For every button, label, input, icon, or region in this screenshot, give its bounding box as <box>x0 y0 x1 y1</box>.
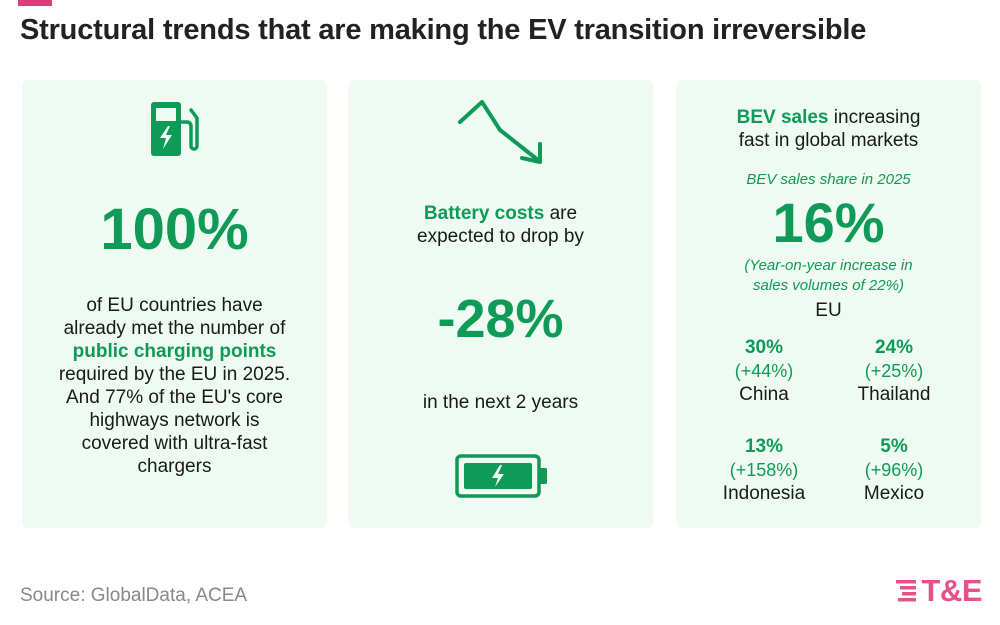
bev-sales-card: BEV sales increasing fast in global mark… <box>676 80 981 528</box>
country-china: 30% (+44%) China <box>689 336 839 407</box>
te-logo: T&E <box>895 573 983 609</box>
text-line: covered with ultra-fast <box>81 433 268 454</box>
battery-timeframe: in the next 2 years <box>422 392 579 413</box>
country-indonesia: 13% (+158%) Indonesia <box>689 435 839 506</box>
text-line: And 77% of the EU's core <box>66 387 283 408</box>
country-growth: (+25%) <box>864 361 924 381</box>
region-label: EU <box>815 300 842 321</box>
text-line: (Year-on-year increase in <box>744 257 913 274</box>
downtrend-arrow-icon <box>458 100 542 164</box>
country-share: 30% <box>744 337 784 358</box>
text-line: of EU countries have <box>86 295 263 316</box>
bev-share-label: BEV sales share in 2025 <box>746 171 911 188</box>
battery-costs-card: Battery costs are expected to drop by -2… <box>348 80 653 528</box>
bev-heading: BEV sales increasing fast in global mark… <box>676 106 981 152</box>
charging-description: of EU countries have already met the num… <box>22 294 327 478</box>
charging-points-card: 100% of EU countries have already met th… <box>22 80 327 528</box>
text-line: chargers <box>137 456 212 477</box>
ev-charger-icon <box>151 102 199 156</box>
battery-heading-line1: Battery costs are <box>348 202 653 225</box>
text-fragment: increasing <box>828 107 921 128</box>
source-note: Source: GlobalData, ACEA <box>20 585 248 606</box>
country-name: Indonesia <box>722 483 806 504</box>
eu-bev-share: 16% <box>772 191 885 254</box>
text-fragment: are <box>544 203 578 224</box>
highlight-text: Battery costs <box>423 203 545 224</box>
country-name: China <box>739 384 789 405</box>
country-name: Thailand <box>857 384 931 405</box>
text-line: expected to drop by <box>417 226 584 247</box>
top-accent-bar <box>18 0 52 6</box>
country-share: 24% <box>874 337 914 358</box>
text-line: highways network is <box>89 410 260 431</box>
te-logo-stripes-icon <box>895 580 916 602</box>
country-share: 5% <box>880 436 908 457</box>
country-growth: (+158%) <box>729 460 799 480</box>
text-line: sales volumes of 22%) <box>753 277 904 294</box>
te-logo-text: T&E <box>921 573 983 608</box>
highlight-text: BEV sales <box>736 107 829 128</box>
text-line: fast in global markets <box>738 130 919 151</box>
country-growth: (+44%) <box>734 361 794 381</box>
country-name: Mexico <box>863 483 925 504</box>
battery-charging-icon <box>455 454 547 498</box>
country-growth: (+96%) <box>864 460 924 480</box>
eu-growth-note: (Year-on-year increase in sales volumes … <box>676 256 981 296</box>
page-title: Structural trends that are making the EV… <box>20 14 867 46</box>
country-mexico: 5% (+96%) Mexico <box>819 435 969 506</box>
text-line: already met the number of <box>63 318 286 339</box>
text-line: required by the EU in 2025. <box>58 364 291 385</box>
highlight-text: public charging points <box>72 341 277 362</box>
charging-percentage: 100% <box>100 197 249 262</box>
bev-heading-line1: BEV sales increasing <box>676 106 981 129</box>
country-share: 13% <box>744 436 784 457</box>
battery-heading: Battery costs are expected to drop by <box>348 202 653 248</box>
country-thailand: 24% (+25%) Thailand <box>819 336 969 407</box>
battery-cost-drop: -28% <box>437 289 564 349</box>
